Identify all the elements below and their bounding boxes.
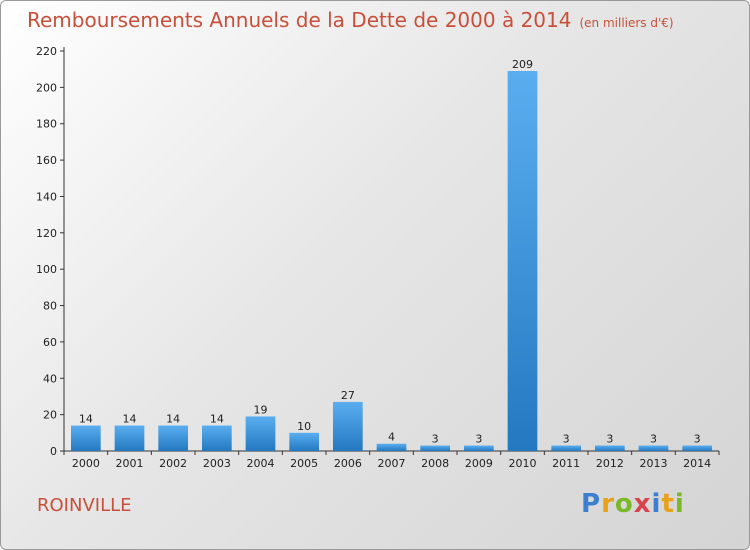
- city-name: ROINVILLE: [37, 495, 132, 516]
- logo-letter: t: [661, 489, 675, 519]
- x-tick-label: 2002: [159, 457, 187, 470]
- bar: [463, 445, 494, 451]
- labels: 2000 14 2001 14 2002 14 2003 14 2004 19 2005 10 2006…: [72, 58, 711, 470]
- bar: [201, 425, 232, 451]
- bar: [682, 445, 713, 451]
- data-label: 4: [388, 431, 395, 444]
- axes: 0 20 40 60 80 100 120 140 160 180 200 220: [36, 45, 720, 458]
- x-tick-label: 2007: [378, 457, 406, 470]
- data-label: 14: [123, 413, 137, 426]
- y-tick-label: 100: [36, 263, 57, 276]
- data-label: 14: [210, 413, 224, 426]
- data-label: 3: [606, 433, 613, 446]
- x-tick-label: 2009: [465, 457, 493, 470]
- y-tick-label: 0: [50, 445, 57, 458]
- x-tick-label: 2005: [290, 457, 318, 470]
- y-tick-label: 20: [43, 409, 57, 422]
- bar: [638, 445, 669, 451]
- x-tick-label: 2008: [421, 457, 449, 470]
- chart-title: Remboursements Annuels de la Dette de 20…: [27, 8, 674, 32]
- bar: [332, 401, 363, 451]
- x-tick-label: 2010: [509, 457, 537, 470]
- bars: [70, 71, 713, 451]
- bar: [420, 445, 451, 451]
- data-label: 3: [650, 433, 657, 446]
- logo-letter: i: [651, 489, 662, 519]
- y-tick-label: 160: [36, 154, 57, 167]
- logo-letter: x: [633, 489, 652, 519]
- data-label: 3: [563, 433, 570, 446]
- y-tick-label: 220: [36, 45, 57, 58]
- x-tick-label: 2001: [116, 457, 144, 470]
- data-label: 19: [254, 403, 268, 416]
- x-tick-label: 2013: [640, 457, 668, 470]
- y-tick-label: 120: [36, 227, 57, 240]
- x-tick-label: 2004: [247, 457, 275, 470]
- y-tick-label: 200: [36, 81, 57, 94]
- logo-letter: i: [674, 489, 685, 519]
- logo-letter: o: [614, 489, 634, 519]
- data-label: 14: [166, 413, 180, 426]
- bar: [114, 425, 145, 451]
- data-label: 209: [512, 58, 533, 71]
- logo-letter: r: [601, 489, 615, 519]
- x-tick-label: 2000: [72, 457, 100, 470]
- y-tick-label: 180: [36, 118, 57, 131]
- x-tick-label: 2011: [552, 457, 580, 470]
- bar: [158, 425, 189, 451]
- data-label: 3: [694, 433, 701, 446]
- x-tick-label: 2014: [683, 457, 711, 470]
- proxiti-logo[interactable]: Proxiti: [581, 489, 685, 519]
- bar: [289, 432, 320, 451]
- x-tick-label: 2006: [334, 457, 362, 470]
- data-label: 3: [475, 433, 482, 446]
- bar: [245, 416, 276, 451]
- y-tick-label: 40: [43, 372, 57, 385]
- bar: [376, 443, 407, 451]
- chart-title-text: Remboursements Annuels de la Dette de 20…: [27, 8, 572, 32]
- data-label: 27: [341, 389, 355, 402]
- y-tick-label: 140: [36, 190, 57, 203]
- data-label: 3: [432, 433, 439, 446]
- y-tick-label: 80: [43, 300, 57, 313]
- bar: [594, 445, 625, 451]
- x-tick-label: 2012: [596, 457, 624, 470]
- data-label: 10: [297, 420, 311, 433]
- y-tick-label: 60: [43, 336, 57, 349]
- bar: [551, 445, 582, 451]
- data-label: 14: [79, 413, 93, 426]
- logo-letter: P: [581, 489, 602, 519]
- bar: [70, 425, 101, 451]
- x-tick-label: 2003: [203, 457, 231, 470]
- bar: [507, 71, 538, 451]
- chart-unit: (en milliers d'€): [579, 16, 674, 30]
